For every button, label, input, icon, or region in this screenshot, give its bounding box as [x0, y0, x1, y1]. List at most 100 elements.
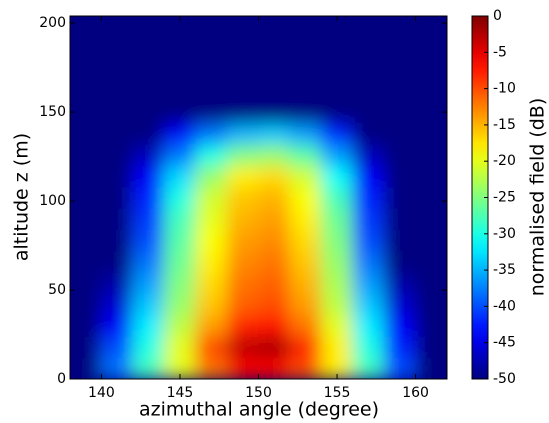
heatmap-cell — [163, 186, 197, 209]
heatmap-cell — [100, 164, 134, 188]
heatmap-cell — [289, 143, 322, 166]
heatmap-cell — [258, 229, 291, 252]
heatmap-cell — [383, 16, 417, 38]
heatmap-cell — [226, 16, 259, 38]
heatmap-cell — [320, 79, 354, 102]
heatmap-cell — [226, 36, 259, 60]
heatmap-cell — [415, 58, 447, 81]
heatmap-cell — [100, 143, 134, 166]
heatmap-cell — [195, 293, 228, 316]
heatmap-cell — [195, 143, 228, 166]
heatmap-cell — [320, 207, 354, 231]
heatmap-cell — [320, 229, 354, 252]
heatmap-cell — [195, 271, 228, 295]
heatmap-cell — [163, 335, 197, 359]
heatmap-cell — [195, 36, 228, 60]
heatmap-cell — [163, 36, 197, 60]
heatmap-cell — [226, 314, 259, 337]
heatmap-cell — [383, 122, 417, 145]
colorbar-label: normalised field (dB) — [527, 98, 549, 297]
heatmap-cell — [132, 100, 165, 124]
heatmap-cell — [100, 122, 134, 145]
heatmap-cell — [100, 79, 134, 102]
heatmap-cell — [132, 36, 165, 60]
heatmap-cell — [226, 100, 259, 124]
heatmap-cell — [258, 122, 291, 145]
heatmap-cell — [195, 314, 228, 337]
heatmap-cell — [100, 100, 134, 124]
heatmap-cell — [226, 58, 259, 81]
heatmap-cell — [352, 100, 385, 124]
heatmap-cell — [100, 314, 134, 337]
y-axis-label: altitude z (m) — [11, 133, 33, 261]
heatmap-cell — [226, 250, 259, 273]
heatmap-cell — [195, 335, 228, 359]
heatmap-cell — [163, 293, 197, 316]
heatmap-cell — [195, 207, 228, 231]
heatmap-cell — [352, 207, 385, 231]
heatmap-cell — [415, 79, 447, 102]
heatmap-cell — [132, 293, 165, 316]
heatmap-cell — [195, 357, 228, 379]
heatmap — [70, 16, 447, 379]
heatmap-cell — [415, 357, 447, 379]
heatmap-cell — [195, 186, 228, 209]
heatmap-cell — [132, 122, 165, 145]
heatmap-cell — [415, 250, 447, 273]
heatmap-cell — [383, 36, 417, 60]
heatmap-cell — [70, 186, 102, 209]
heatmap-cell — [163, 271, 197, 295]
heatmap-cell — [163, 58, 197, 81]
heatmap-cell — [70, 357, 102, 379]
heatmap-cell — [70, 36, 102, 60]
heatmap-cell — [100, 229, 134, 252]
heatmap-cell — [289, 122, 322, 145]
x-tick-label: 160 — [402, 385, 429, 401]
heatmap-cell — [132, 357, 165, 379]
heatmap-cell — [226, 186, 259, 209]
heatmap-cell — [320, 293, 354, 316]
heatmap-cell — [352, 186, 385, 209]
heatmap-cell — [383, 100, 417, 124]
heatmap-cell — [70, 335, 102, 359]
heatmap-cell — [258, 58, 291, 81]
heatmap-cell — [352, 250, 385, 273]
heatmap-cell — [383, 143, 417, 166]
y-tick-label: 100 — [39, 193, 66, 209]
heatmap-cell — [320, 164, 354, 188]
heatmap-cell — [258, 143, 291, 166]
colorbar-tick-label: -45 — [493, 335, 516, 351]
y-tick-label: 0 — [57, 371, 66, 387]
heatmap-cell — [415, 271, 447, 295]
heatmap-cell — [195, 79, 228, 102]
y-tick-label: 50 — [48, 282, 66, 298]
heatmap-cell — [226, 271, 259, 295]
heatmap-cell — [100, 250, 134, 273]
colorbar-tick-label: 0 — [493, 8, 502, 24]
colorbar-tick-label: -25 — [493, 190, 516, 206]
heatmap-cell — [415, 293, 447, 316]
heatmap-cell — [70, 293, 102, 316]
heatmap-cell — [258, 314, 291, 337]
heatmap-cell — [320, 186, 354, 209]
heatmap-cell — [258, 186, 291, 209]
heatmap-cell — [132, 143, 165, 166]
colorbar-tick-label: -5 — [493, 44, 507, 60]
heatmap-cell — [226, 164, 259, 188]
heatmap-cell — [163, 314, 197, 337]
heatmap-cell — [383, 250, 417, 273]
heatmap-cell — [352, 314, 385, 337]
heatmap-cell — [70, 271, 102, 295]
heatmap-cell — [132, 79, 165, 102]
heatmap-cell — [70, 100, 102, 124]
heatmap-cell — [383, 314, 417, 337]
heatmap-cell — [70, 58, 102, 81]
heatmap-cell — [352, 79, 385, 102]
heatmap-cell — [100, 186, 134, 209]
x-tick-label: 150 — [245, 385, 272, 401]
colorbar-tick-label: -20 — [493, 153, 516, 169]
heatmap-cell — [415, 229, 447, 252]
heatmap-cell — [352, 229, 385, 252]
heatmap-cell — [289, 16, 322, 38]
heatmap-cell — [320, 122, 354, 145]
